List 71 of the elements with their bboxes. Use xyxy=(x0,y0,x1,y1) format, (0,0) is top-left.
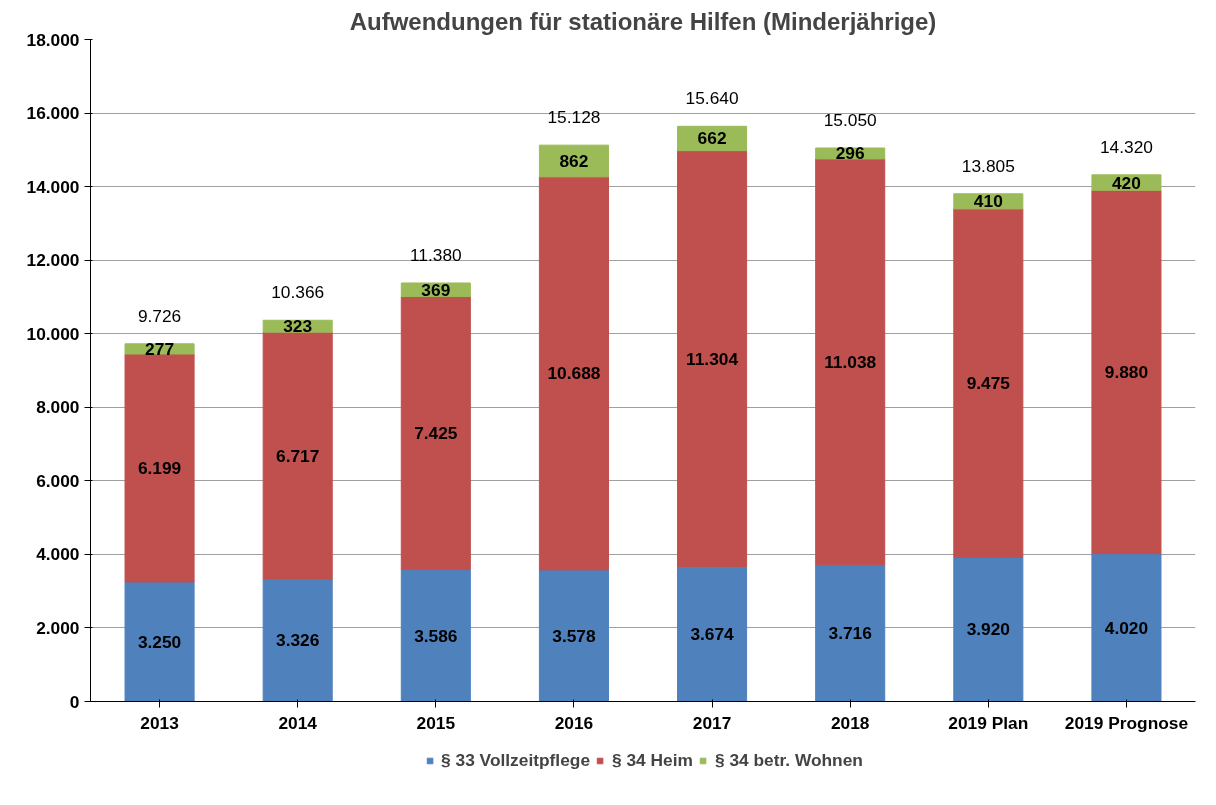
bar xyxy=(538,176,609,571)
legend-label: § 33 Vollzeitpflege xyxy=(441,749,591,771)
y-tick-label: 2.000 xyxy=(36,617,80,638)
data-label: 9.880 xyxy=(1104,361,1149,382)
y-tick-label: 6.000 xyxy=(36,470,80,491)
data-label: 3.586 xyxy=(414,625,458,646)
data-label: 3.716 xyxy=(828,623,873,644)
total-label: 10.366 xyxy=(271,282,325,303)
data-label: 3.326 xyxy=(276,630,320,651)
data-label: 296 xyxy=(835,143,866,164)
bar xyxy=(400,569,471,702)
data-label: 10.688 xyxy=(547,363,601,384)
total-label: 15.050 xyxy=(823,109,877,130)
x-tick-label: 2013 xyxy=(140,712,180,733)
total-label: 9.726 xyxy=(137,305,182,326)
bar xyxy=(124,353,195,583)
data-label: 6.199 xyxy=(137,457,182,478)
legend-label: § 34 Heim xyxy=(612,749,693,771)
data-label: 862 xyxy=(559,150,589,171)
data-label: 4.020 xyxy=(1104,617,1149,638)
y-tick-label: 10.000 xyxy=(26,323,80,344)
y-tick-label: 4.000 xyxy=(36,544,80,565)
data-label: 3.920 xyxy=(966,619,1011,640)
data-label: 11.038 xyxy=(824,351,877,372)
data-label: 3.250 xyxy=(137,631,182,652)
bar xyxy=(400,296,471,571)
data-label: 369 xyxy=(421,279,451,300)
total-label: 13.805 xyxy=(961,155,1015,176)
data-label: 323 xyxy=(283,316,313,337)
x-tick-label: 2019 Plan xyxy=(948,712,1029,733)
bar xyxy=(124,581,195,702)
y-tick-label: 16.000 xyxy=(26,103,80,124)
bar xyxy=(262,331,333,580)
bar xyxy=(677,565,748,702)
x-tick-label: 2017 xyxy=(692,712,732,733)
total-label: 15.640 xyxy=(685,88,739,109)
x-tick-label: 2016 xyxy=(554,712,594,733)
bar xyxy=(538,569,609,702)
total-label: 14.320 xyxy=(1099,136,1153,157)
x-tick-label: 2015 xyxy=(416,712,456,733)
bar xyxy=(815,158,886,566)
y-tick-label: 8.000 xyxy=(36,397,80,418)
bar xyxy=(1091,553,1162,702)
bar xyxy=(953,556,1024,702)
y-tick-label: 18.000 xyxy=(26,29,80,50)
data-label: 6.717 xyxy=(276,445,320,466)
y-tick-label: 0 xyxy=(69,691,80,712)
data-label: 9.475 xyxy=(966,373,1011,394)
bar xyxy=(815,564,886,702)
x-tick-label: 2014 xyxy=(278,712,318,733)
data-label: 11.304 xyxy=(686,348,739,369)
bar xyxy=(1091,189,1162,555)
y-tick-label: 14.000 xyxy=(26,176,80,197)
bar xyxy=(538,144,609,178)
data-label: 3.674 xyxy=(690,623,735,644)
legend-label: § 34 betr. Wohnen xyxy=(714,749,863,771)
data-label: 420 xyxy=(1111,172,1141,193)
x-tick-label: 2019 Prognose xyxy=(1064,712,1189,733)
data-label: 662 xyxy=(697,128,727,149)
y-tick-label: 12.000 xyxy=(26,250,80,271)
total-label: 15.128 xyxy=(547,107,601,128)
bar xyxy=(677,150,748,567)
bar xyxy=(953,208,1024,558)
x-tick-label: 2018 xyxy=(830,712,870,733)
data-label: 410 xyxy=(973,191,1003,212)
data-label: 3.578 xyxy=(552,625,596,646)
total-label: 11.380 xyxy=(409,244,462,265)
data-label: 7.425 xyxy=(414,423,458,444)
bar xyxy=(262,578,333,702)
chart-title: Aufwendungen für stationäre Hilfen (Minderjährige) xyxy=(349,7,937,35)
data-label: 277 xyxy=(145,338,175,359)
